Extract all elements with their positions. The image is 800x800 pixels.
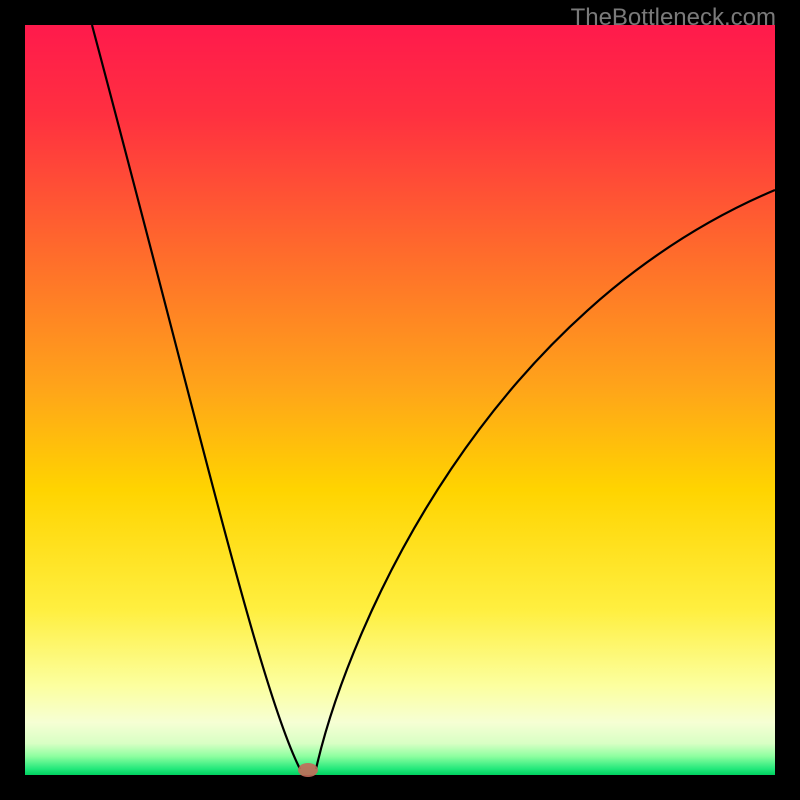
chart-frame: TheBottleneck.com	[0, 0, 800, 800]
optimal-point-marker	[298, 763, 318, 777]
gradient-background	[25, 25, 775, 775]
bottleneck-chart	[0, 0, 800, 800]
